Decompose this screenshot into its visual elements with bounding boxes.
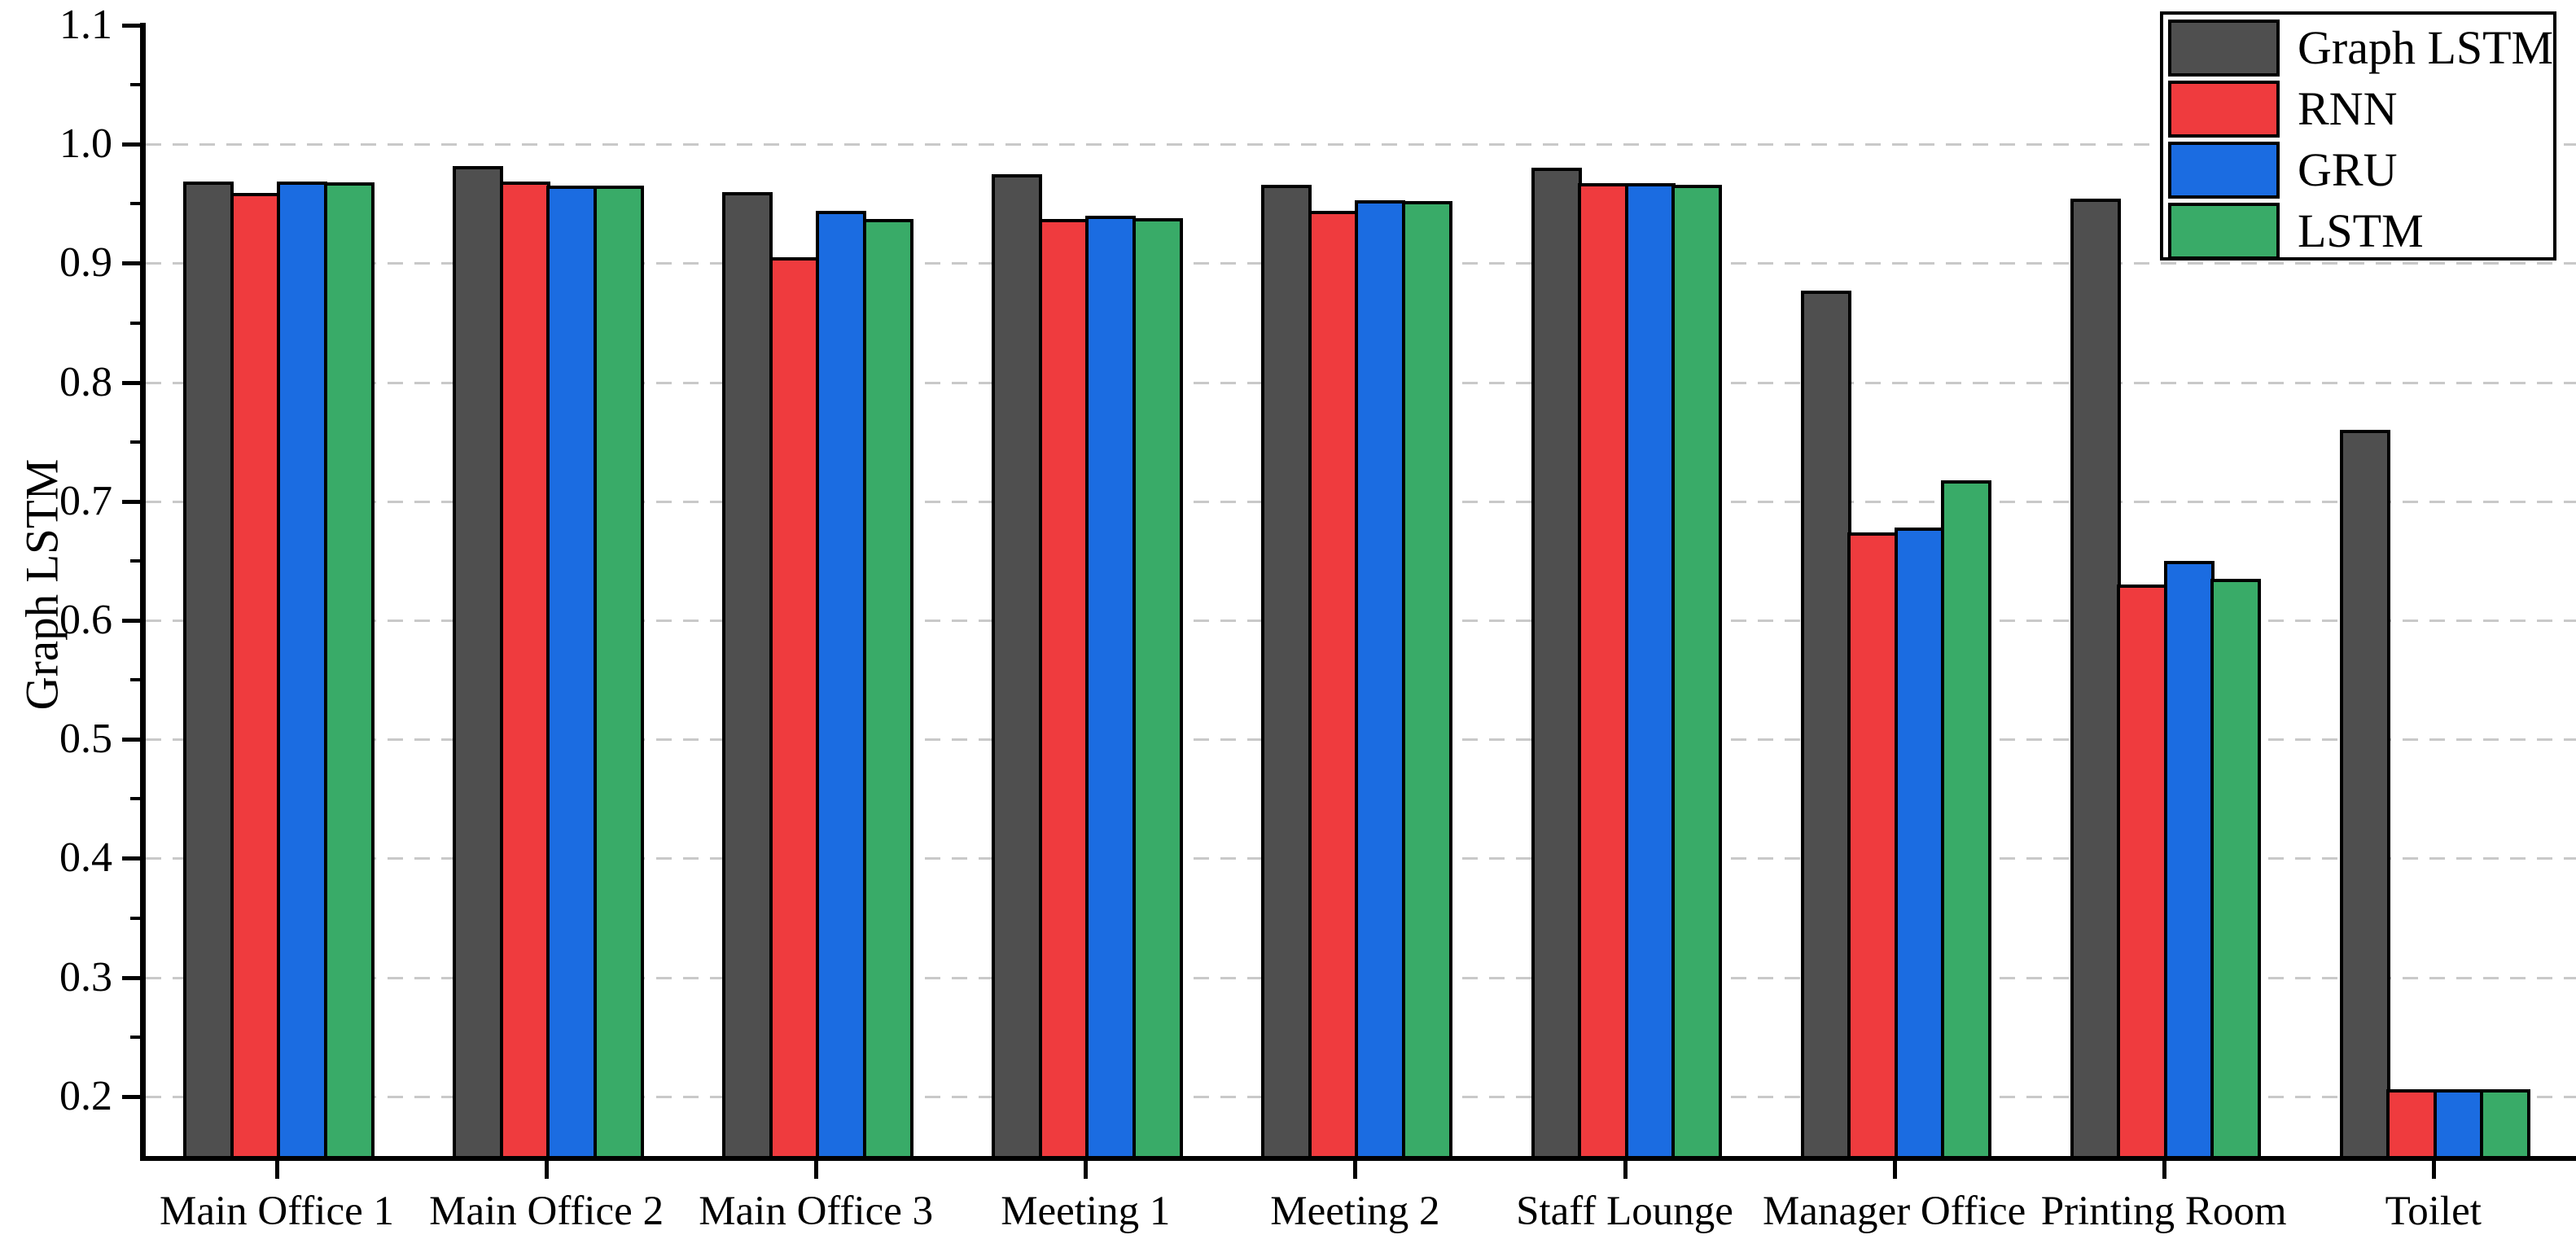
x-tick-label: Meeting 1 — [1001, 1189, 1171, 1234]
bar-gru — [1085, 216, 1136, 1159]
bar-graph-lstm — [183, 182, 234, 1159]
y-tick — [122, 380, 140, 385]
y-tick-label: 0.6 — [59, 597, 112, 644]
bar-rnn — [230, 193, 281, 1159]
y-tick — [122, 24, 140, 28]
legend-label-lstm: LSTM — [2298, 204, 2424, 257]
y-minor-tick — [130, 202, 140, 206]
y-minor-tick — [130, 916, 140, 920]
bar-rnn — [2386, 1089, 2437, 1159]
y-tick — [122, 142, 140, 147]
x-tick — [1892, 1160, 1897, 1179]
bar-gru — [1625, 183, 1676, 1159]
x-tick — [1353, 1160, 1358, 1179]
bar-rnn — [2117, 585, 2167, 1159]
x-tick — [545, 1160, 550, 1179]
y-tick-label: 0.4 — [59, 834, 112, 882]
bar-lstm — [1671, 185, 1722, 1159]
bar-graph-lstm — [2070, 199, 2121, 1159]
y-tick-label: 0.8 — [59, 358, 112, 405]
bar-graph-lstm — [1531, 168, 1582, 1159]
bar-gru — [816, 211, 866, 1159]
bar-graph-lstm — [992, 174, 1042, 1159]
x-tick — [814, 1160, 819, 1179]
legend-label-rnn: RNN — [2298, 82, 2398, 135]
y-minor-tick — [130, 440, 140, 444]
legend-swatch-graph-lstm — [2168, 20, 2280, 77]
y-minor-tick — [130, 558, 140, 563]
x-tick-label: Main Office 3 — [699, 1189, 934, 1234]
bar-lstm — [863, 219, 913, 1159]
legend-label-graph-lstm: Graph LSTM — [2298, 21, 2554, 74]
bar-graph-lstm — [453, 166, 503, 1159]
bar-rnn — [1039, 219, 1089, 1159]
y-tick-label: 1.0 — [59, 120, 112, 168]
x-axis-line — [140, 1155, 2576, 1161]
y-tick — [122, 261, 140, 266]
x-tick-label: Main Office 1 — [160, 1189, 394, 1234]
bar-rnn — [769, 257, 820, 1159]
y-tick — [122, 1094, 140, 1099]
y-tick — [122, 975, 140, 980]
bar-gru — [546, 186, 597, 1159]
y-tick-label: 0.9 — [59, 239, 112, 287]
y-tick-label: 0.2 — [59, 1072, 112, 1119]
x-tick — [1623, 1160, 1628, 1179]
y-tick — [122, 619, 140, 624]
y-tick-label: 0.7 — [59, 477, 112, 524]
bar-gru — [2164, 561, 2215, 1159]
y-tick — [122, 738, 140, 742]
y-minor-tick — [130, 678, 140, 682]
bar-lstm — [1941, 480, 1991, 1159]
x-tick-label: Meeting 2 — [1270, 1189, 1440, 1234]
bar-graph-lstm — [1801, 291, 1851, 1159]
y-tick-label: 0.3 — [59, 953, 112, 1001]
y-minor-tick — [130, 797, 140, 801]
y-minor-tick — [130, 321, 140, 325]
x-tick-label: Manager Office — [1762, 1189, 2026, 1234]
y-gridline — [146, 143, 2576, 147]
bar-lstm — [594, 186, 644, 1159]
x-tick — [2431, 1160, 2436, 1179]
x-tick — [1084, 1160, 1089, 1179]
bar-rnn — [1847, 532, 1898, 1159]
bar-gru — [2434, 1089, 2484, 1159]
bar-graph-lstm — [722, 192, 773, 1159]
bar-lstm — [2210, 579, 2261, 1159]
y-minor-tick — [130, 83, 140, 87]
bar-gru — [1895, 528, 1945, 1159]
y-tick — [122, 499, 140, 504]
legend-swatch-rnn — [2168, 81, 2280, 138]
bar-gru — [1355, 200, 1405, 1159]
bar-rnn — [1578, 183, 1628, 1159]
legend-swatch-lstm — [2168, 203, 2280, 260]
bar-lstm — [324, 182, 375, 1159]
x-tick-label: Toilet — [2385, 1189, 2482, 1234]
x-tick-label: Staff Lounge — [1516, 1189, 1733, 1234]
x-tick — [275, 1160, 279, 1179]
bar-gru — [277, 182, 327, 1159]
y-minor-tick — [130, 1035, 140, 1039]
bar-lstm — [1132, 218, 1183, 1159]
y-tick-label: 1.1 — [59, 2, 112, 48]
x-tick-label: Printing Room — [2040, 1189, 2287, 1234]
bar-rnn — [1308, 211, 1359, 1159]
legend-swatch-gru — [2168, 142, 2280, 199]
x-tick — [2162, 1160, 2166, 1179]
y-tick-label: 0.5 — [59, 716, 112, 763]
y-axis-line — [140, 23, 146, 1161]
bar-graph-lstm — [1261, 185, 1312, 1159]
bar-lstm — [2480, 1089, 2530, 1159]
bar-rnn — [500, 182, 550, 1159]
bar-lstm — [1402, 201, 1452, 1159]
y-tick — [122, 856, 140, 861]
bar-graph-lstm — [2340, 430, 2390, 1159]
legend-label-gru: GRU — [2298, 143, 2398, 196]
x-tick-label: Main Office 2 — [429, 1189, 664, 1234]
